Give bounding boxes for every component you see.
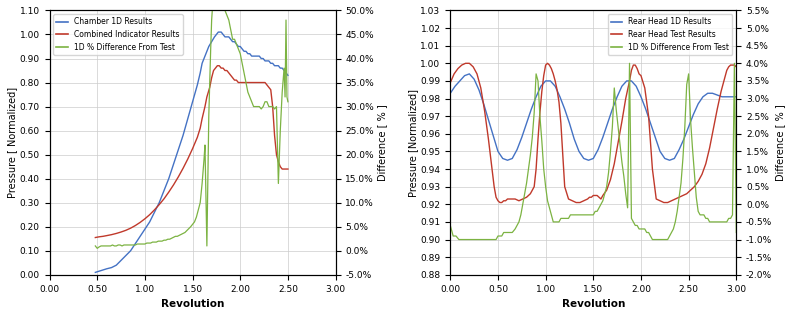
X-axis label: Revolution: Revolution (161, 299, 224, 309)
Legend: Chamber 1D Results, Combined Indicator Results, 1D % Difference From Test: Chamber 1D Results, Combined Indicator R… (53, 14, 183, 55)
Y-axis label: Pressure [ Normalized]: Pressure [ Normalized] (7, 87, 17, 198)
Y-axis label: Pressure [Normalized]: Pressure [Normalized] (408, 88, 417, 197)
Y-axis label: Difference [ % ]: Difference [ % ] (377, 104, 386, 181)
X-axis label: Revolution: Revolution (562, 299, 625, 309)
Legend: Rear Head 1D Results, Rear Head Test Results, 1D % Difference From Test: Rear Head 1D Results, Rear Head Test Res… (607, 14, 733, 55)
Y-axis label: Difference [ % ]: Difference [ % ] (775, 104, 785, 181)
